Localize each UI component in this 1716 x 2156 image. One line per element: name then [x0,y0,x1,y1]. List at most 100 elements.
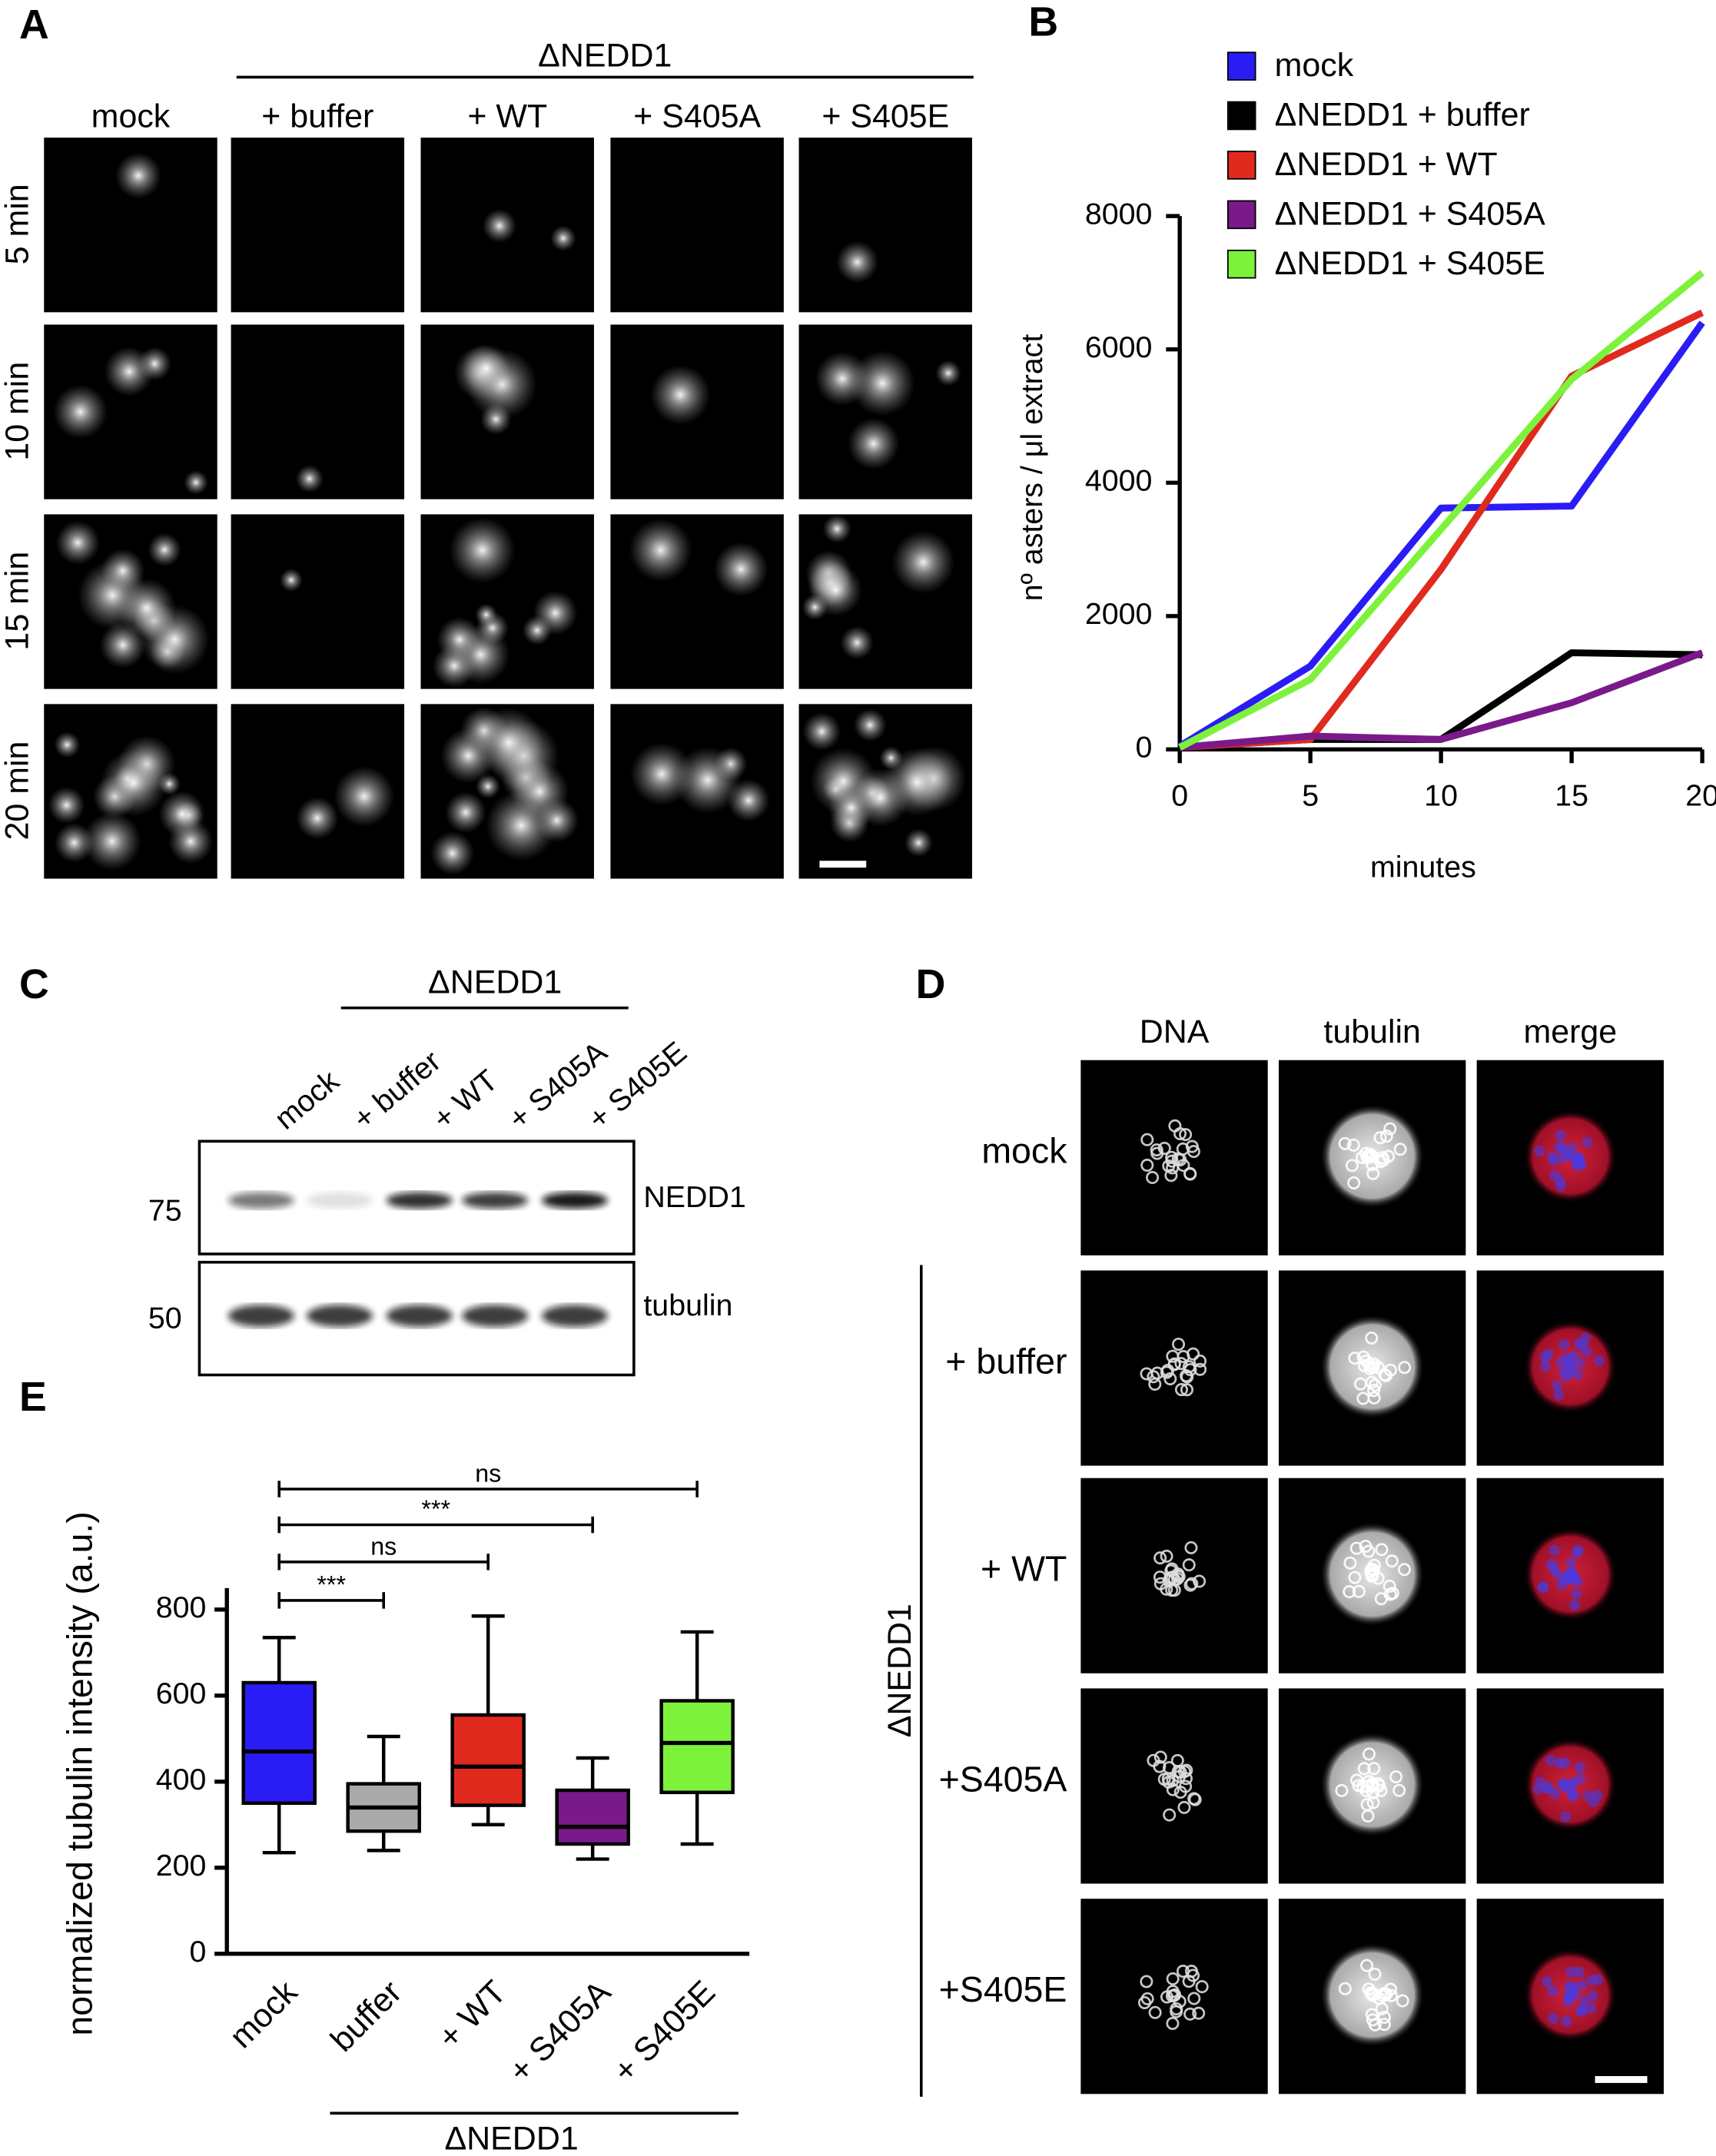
aster [935,360,961,386]
nucleus [1560,1370,1572,1382]
nucleus [1543,1782,1555,1793]
nucleus [1171,1569,1185,1583]
nucleus [1373,1131,1387,1145]
nucleus [1377,2018,1391,2032]
row-label: 20 min [0,741,35,841]
nucleus [1561,2015,1572,2027]
aster [836,240,879,284]
nucleus [1551,1567,1562,1580]
nucleus [1555,1357,1567,1369]
legend-label: ΔNEDD1 + S405E [1275,245,1545,282]
nucleus [1375,1543,1389,1557]
y-axis-label: normalized tubulin intensity (a.u.) [60,1511,100,2036]
significance-bracket [277,1592,385,1609]
nucleus [1534,1145,1545,1157]
nucleus [1547,1985,1558,1997]
band [386,1192,453,1209]
nucleus [1363,1747,1376,1761]
nucleus [1365,1331,1379,1345]
nucleus [1569,1987,1581,1999]
nucleus [1578,1995,1590,2007]
group-label: ΔNEDD1 [881,1604,918,1737]
aster [279,568,303,592]
x-tick-label: mock [223,1973,305,2055]
nucleus [1366,2013,1379,2027]
nucleus [1565,1557,1577,1569]
nucleus [1177,1800,1191,1814]
aster [891,530,955,594]
aster [802,712,841,751]
legend-swatch [1226,101,1256,131]
nucleus [1375,2002,1389,2015]
nucleus [1558,1778,1570,1789]
size-marker: 75 [148,1194,182,1228]
nucleus [1545,1558,1558,1570]
nucleus [1338,1136,1352,1150]
nucleus [1346,1138,1360,1152]
nucleus [1396,1994,1409,2008]
nucleus [1193,1354,1207,1368]
nucleus [1173,1765,1187,1779]
nucleus [1148,1377,1162,1391]
box [659,1699,735,1795]
nucleus [1188,1793,1202,1806]
row-label: mock [981,1131,1067,1171]
aster [630,742,694,806]
scale-bar [819,861,867,868]
nucleus [1365,1375,1379,1389]
column-header: + S405A [633,98,761,134]
aster [828,784,875,831]
micrograph [231,138,405,313]
blot-label: tubulin [643,1289,732,1322]
nucleus [1566,1143,1578,1154]
aster [822,514,851,544]
nucleus [1360,1959,1374,1972]
aster [522,615,553,645]
aster [449,516,516,584]
nucleus [1587,1990,1598,2002]
significance-label: ns [475,1460,501,1488]
significance-bracket [277,1516,594,1534]
y-tick-label: 800 [156,1590,207,1624]
column-header: + S405E [821,98,949,134]
aster [55,520,101,566]
panel-label: E [19,1374,47,1420]
nucleus [1574,1761,1585,1773]
column-header: tubulin [1323,1013,1421,1050]
panel-label: A [19,2,49,48]
nucleus [1393,1143,1407,1156]
nucleus [1176,1142,1190,1156]
nucleus [1389,1770,1403,1784]
nucleus [1556,1579,1568,1590]
nucleus [1160,1365,1173,1379]
nucleus [1363,1147,1377,1161]
box [450,1713,526,1807]
nucleus [1553,1389,1565,1401]
x-axis-label: minutes [1370,850,1476,884]
aster [840,625,874,660]
aster [82,811,141,871]
legend-label: ΔNEDD1 + WT [1275,146,1498,183]
size-marker: 50 [148,1301,182,1335]
nucleus [1352,1584,1366,1598]
nucleus [1163,1372,1177,1385]
nucleus [1157,1141,1171,1155]
nucleus [1558,1338,1570,1351]
aster [475,774,500,799]
band [307,1305,373,1327]
nucleus [1571,1547,1582,1558]
nucleus [1568,1599,1581,1611]
x-tick-label: + WT [431,1974,513,2056]
nucleus [1562,1995,1575,2008]
aster [853,708,887,742]
nucleus [1368,1378,1382,1392]
aster [815,351,870,406]
nucleus [1174,1383,1188,1397]
micrograph [798,138,973,313]
nucleus [1379,1129,1393,1143]
nucleus [1172,1338,1186,1351]
aster [713,542,768,597]
nucleus [1372,1779,1386,1793]
nucleus [1555,1129,1566,1141]
nucleus [1174,1357,1188,1371]
